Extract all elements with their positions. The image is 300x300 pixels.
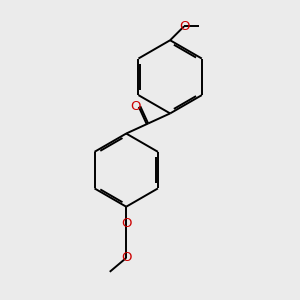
Text: O: O — [121, 217, 131, 230]
Text: O: O — [130, 100, 141, 113]
Text: O: O — [179, 20, 189, 33]
Text: O: O — [121, 251, 131, 264]
